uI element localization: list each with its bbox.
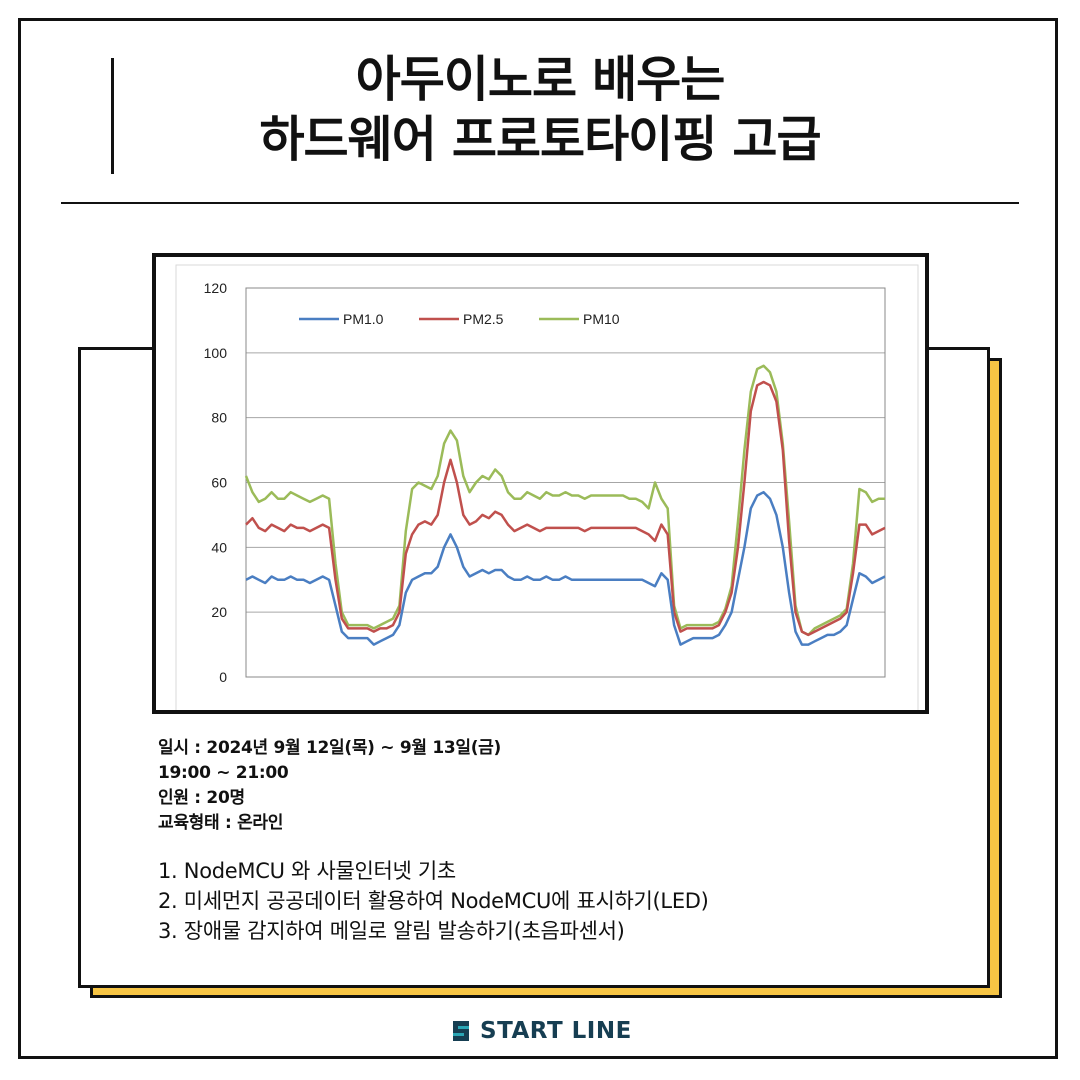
curriculum-item-2: 2. 미세먼지 공공데이터 활용하여 NodeMCU에 표시하기(LED) <box>158 889 709 913</box>
title-line-2: 하드웨어 프로토타이핑 고급 <box>259 111 821 168</box>
page-frame <box>18 18 1058 1059</box>
y-tick-label: 20 <box>211 604 227 620</box>
legend-label-pm25: PM2.5 <box>463 311 504 327</box>
title-line-1: 아두이노로 배우는 <box>355 51 726 108</box>
chart-svg: 0 20 40 60 80 100 120 PM1.0 PM2.5 PM10 <box>175 264 919 710</box>
event-format: 교육형태 : 온라인 <box>158 813 284 833</box>
y-tick-label: 60 <box>211 475 227 491</box>
chart-area <box>175 264 919 710</box>
legend-label-pm10: PM10 <box>583 311 620 327</box>
event-date: 일시 : 2024년 9월 12일(목) ~ 9월 13일(금) <box>158 738 501 758</box>
event-time: 19:00 ~ 21:00 <box>158 763 289 783</box>
curriculum-item-1: 1. NodeMCU 와 사물인터넷 기초 <box>158 859 456 883</box>
logo-text: START LINE <box>480 1018 632 1044</box>
y-tick-label: 80 <box>211 410 227 426</box>
pm-line-chart: 0 20 40 60 80 100 120 PM1.0 PM2.5 PM10 <box>152 253 929 714</box>
title-divider <box>61 202 1019 204</box>
series-line-pm10 <box>245 490 886 646</box>
series-line-pm25 <box>245 380 886 637</box>
curriculum-item-3: 3. 장애물 감지하여 메일로 알림 발송하기(초음파센서) <box>158 919 625 943</box>
legend-label-pm10: PM1.0 <box>343 311 384 327</box>
y-tick-label: 120 <box>204 280 228 296</box>
page-title: 아두이노로 배우는 하드웨어 프로토타이핑 고급 <box>0 50 1080 170</box>
start-line-logo: START LINE <box>450 1014 632 1048</box>
event-details: 일시 : 2024년 9월 12일(목) ~ 9월 13일(금) 19:00 ~… <box>158 736 938 836</box>
event-capacity: 인원 : 20명 <box>158 788 245 808</box>
y-tick-label: 40 <box>211 539 227 555</box>
y-tick-label: 0 <box>219 669 227 685</box>
title-accent-bar <box>111 58 114 174</box>
curriculum-list: 1. NodeMCU 와 사물인터넷 기초 2. 미세먼지 공공데이터 활용하여… <box>158 856 958 946</box>
start-line-s-icon <box>453 1021 469 1041</box>
y-tick-label: 100 <box>204 345 228 361</box>
plot-area-border <box>245 287 886 678</box>
